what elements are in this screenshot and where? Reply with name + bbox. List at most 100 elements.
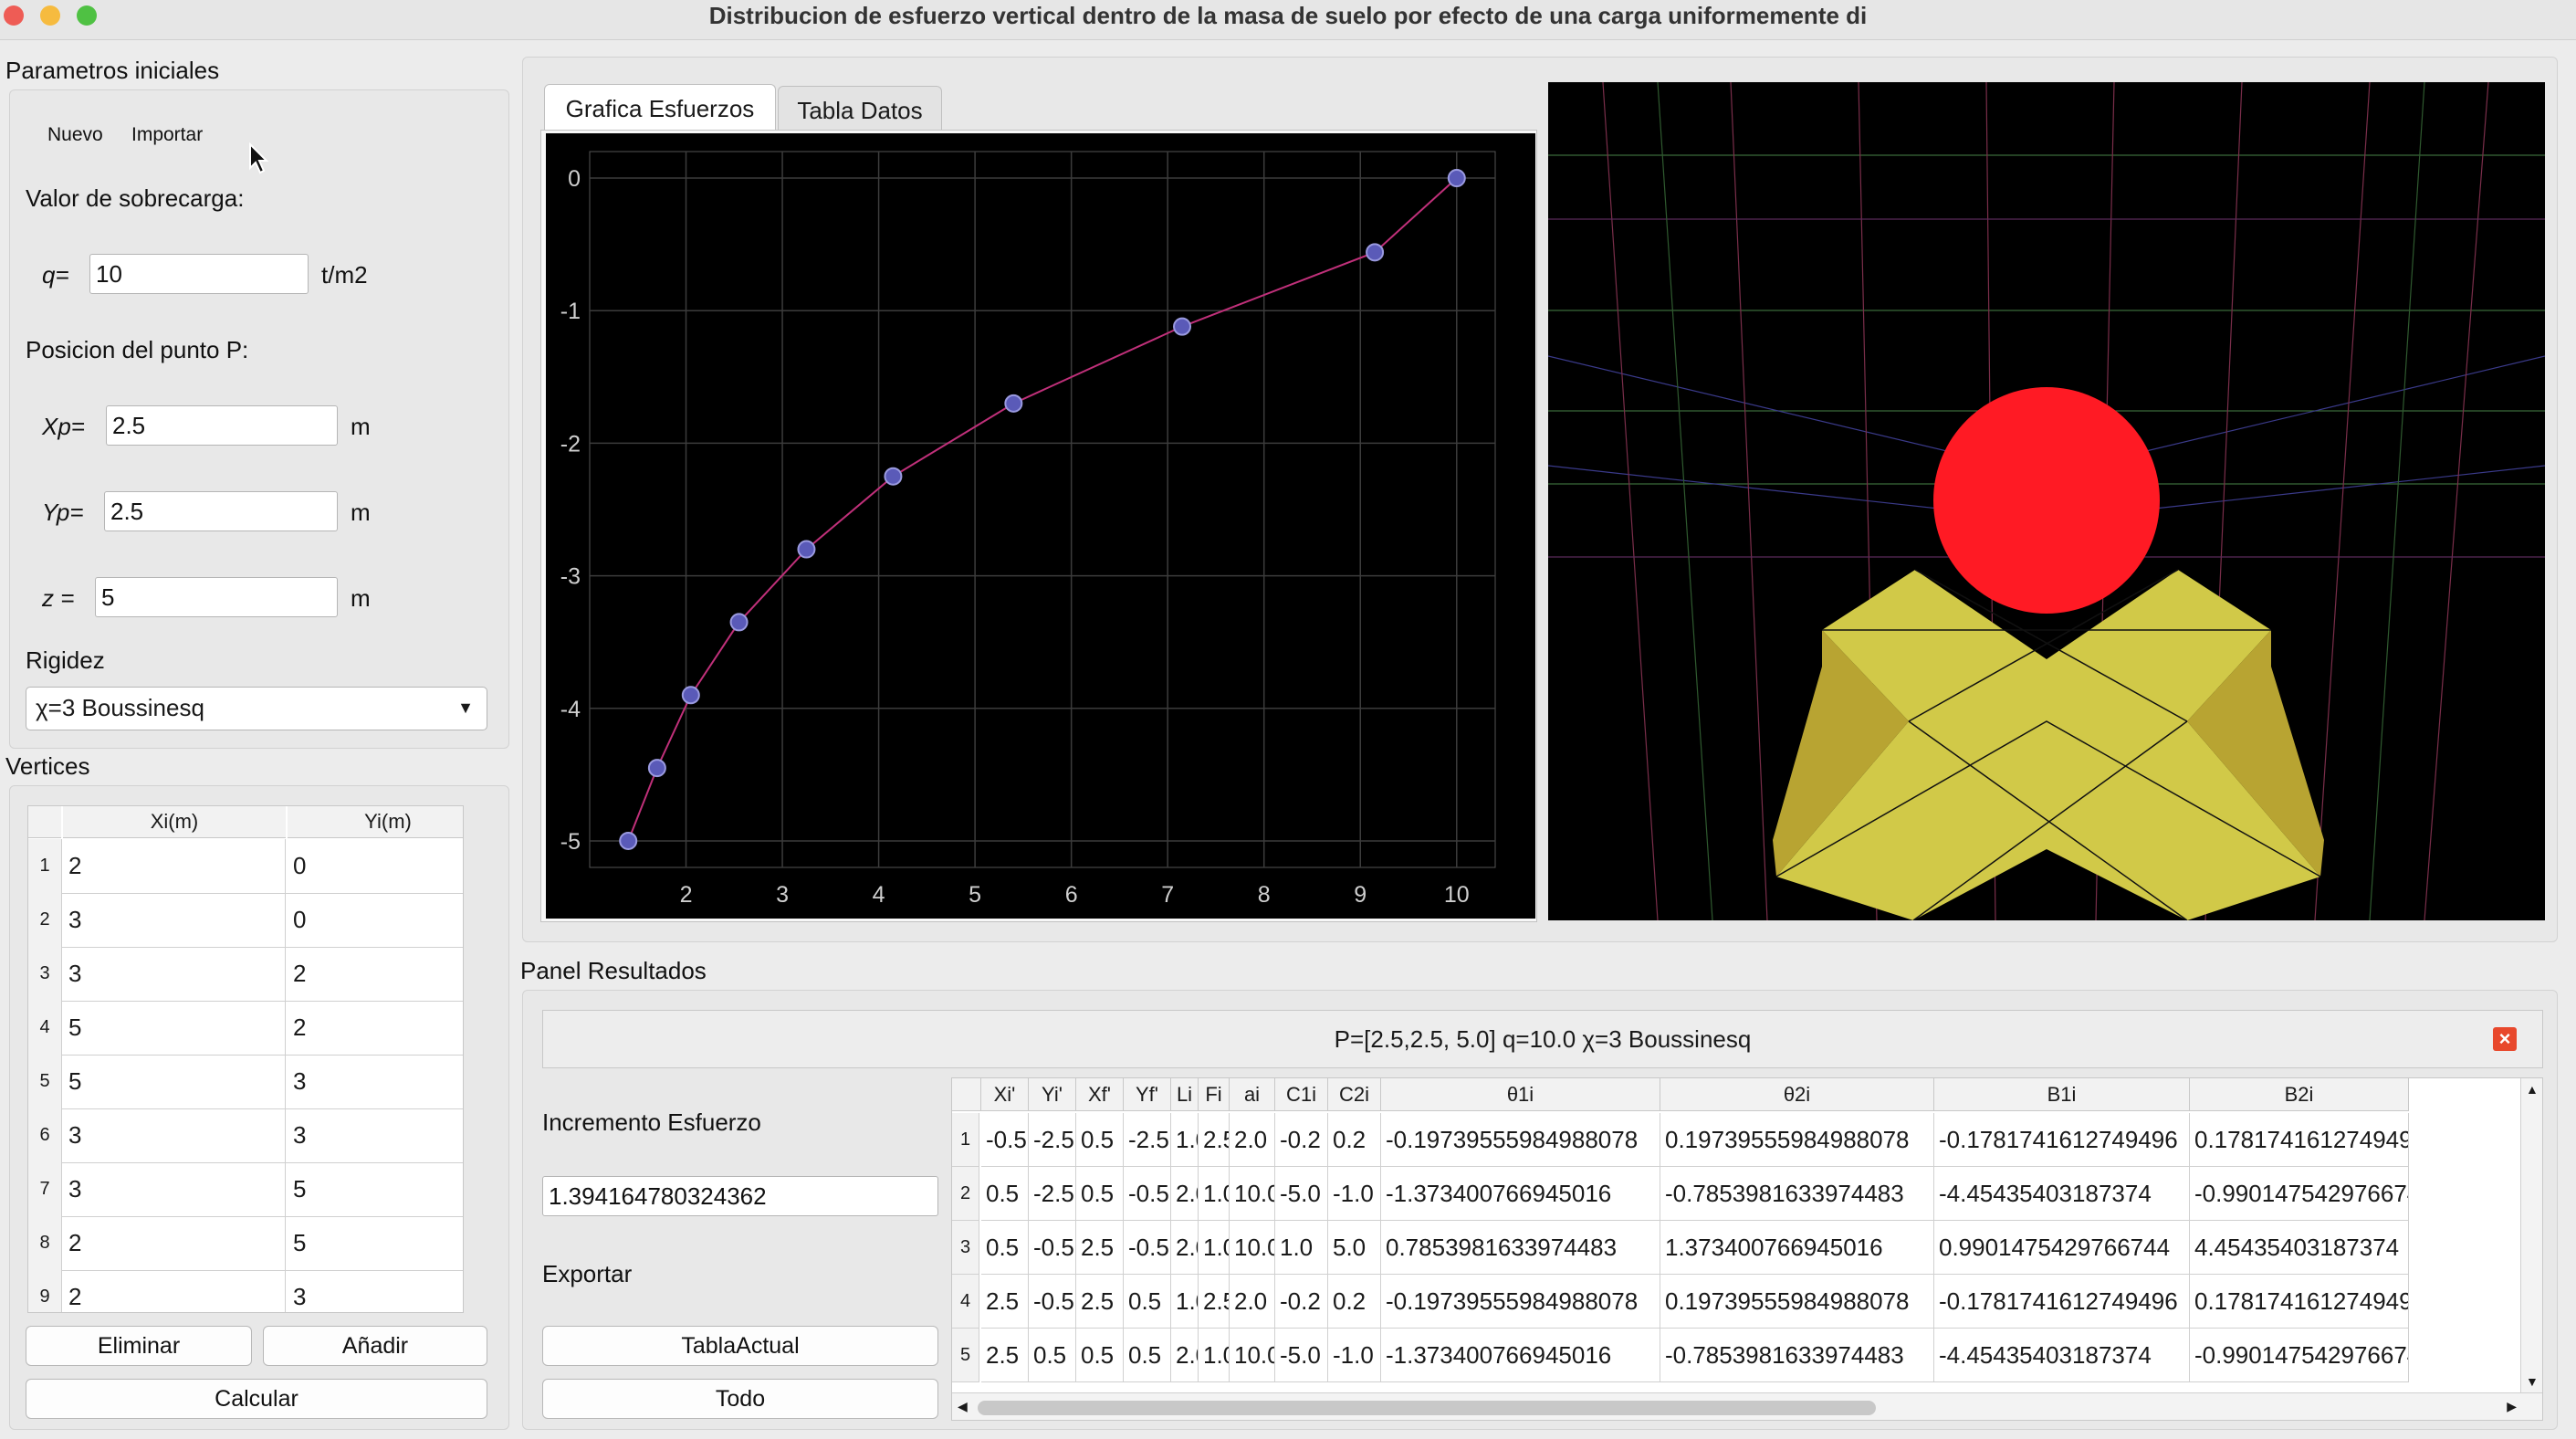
new-button[interactable]: Nuevo <box>47 124 103 145</box>
close-icon[interactable]: × <box>2493 1027 2517 1051</box>
table-cell[interactable]: -2.5 <box>1029 1167 1076 1221</box>
table-cell[interactable]: -4.45435403187374 <box>1934 1329 2190 1382</box>
table-cell[interactable]: 10.0 <box>1230 1167 1275 1221</box>
table-cell[interactable]: -1.373400766945016 <box>1381 1167 1660 1221</box>
table-cell[interactable]: -0.5 <box>1124 1221 1171 1275</box>
table-cell[interactable]: 1.0 <box>1171 1275 1199 1329</box>
table-cell[interactable]: 10.0 <box>1230 1221 1275 1275</box>
cell-xi[interactable]: 3 <box>63 1108 286 1162</box>
cell-xi[interactable]: 3 <box>63 893 286 947</box>
cell-yi[interactable]: 5 <box>293 1175 307 1203</box>
cell-xi[interactable]: 3 <box>63 947 286 1001</box>
table-cell[interactable]: 0.1781741612749496 <box>2190 1113 2409 1167</box>
close-window-button[interactable] <box>4 5 24 26</box>
cell-yi[interactable]: 2 <box>293 960 307 987</box>
table-cell[interactable]: 0.2 <box>1328 1113 1381 1167</box>
table-cell[interactable]: -1.0 <box>1328 1329 1381 1382</box>
table-cell[interactable]: -0.7853981633974483 <box>1660 1329 1934 1382</box>
column-header[interactable]: ai <box>1230 1078 1275 1111</box>
table-cell[interactable]: 0.5 <box>1124 1275 1171 1329</box>
column-header[interactable]: Li <box>1171 1078 1199 1111</box>
table-cell[interactable]: -5.0 <box>1275 1167 1328 1221</box>
table-cell[interactable]: -0.19739555984988078 <box>1381 1275 1660 1329</box>
increment-output[interactable] <box>542 1176 938 1216</box>
tab-tabla-datos[interactable]: Tabla Datos <box>778 86 942 135</box>
add-vertex-button[interactable]: Añadir <box>263 1326 487 1366</box>
table-cell[interactable]: -0.1781741612749496 <box>1934 1113 2190 1167</box>
q-input[interactable] <box>89 254 309 294</box>
table-cell[interactable]: -0.5 <box>981 1113 1029 1167</box>
table-cell[interactable]: 10.0 <box>1230 1329 1275 1382</box>
results-table[interactable]: Xi' Yi' Xf' Yf' Li Fi ai C1i C2i θ1i θ2i B1i B2i 1 -0.… <box>951 1077 2543 1421</box>
results-horizontal-scrollbar[interactable]: ◀ ▶ <box>952 1392 2542 1420</box>
column-header-xi[interactable]: Xi(m) <box>63 806 286 838</box>
table-cell[interactable]: -0.9901475429766744 <box>2190 1329 2409 1382</box>
table-cell[interactable]: -0.1781741612749496 <box>1934 1275 2190 1329</box>
cell-xi[interactable]: 2 <box>63 839 286 893</box>
table-cell[interactable]: 1.373400766945016 <box>1660 1221 1934 1275</box>
table-cell[interactable]: -4.45435403187374 <box>1934 1167 2190 1221</box>
table-cell[interactable]: 0.5 <box>1076 1329 1124 1382</box>
minimize-window-button[interactable] <box>40 5 60 26</box>
cell-xi[interactable]: 3 <box>63 1162 286 1216</box>
scroll-thumb[interactable] <box>978 1401 1876 1415</box>
table-cell[interactable]: 2.5 <box>981 1275 1029 1329</box>
cell-yi[interactable]: 3 <box>293 1121 307 1149</box>
scroll-left-icon[interactable]: ◀ <box>958 1399 968 1413</box>
table-cell[interactable]: 0.19739555984988078 <box>1660 1275 1934 1329</box>
import-button[interactable]: Importar <box>131 124 204 145</box>
column-header[interactable]: Xi' <box>981 1078 1029 1111</box>
table-cell[interactable]: 2.5 <box>1076 1221 1124 1275</box>
table-cell[interactable]: 1.0 <box>1199 1221 1230 1275</box>
cell-xi[interactable]: 2 <box>63 1216 286 1270</box>
table-cell[interactable]: 0.2 <box>1328 1275 1381 1329</box>
table-cell[interactable]: 2.0 <box>1230 1113 1275 1167</box>
table-cell[interactable]: 0.7853981633974483 <box>1381 1221 1660 1275</box>
table-cell[interactable]: 2.5 <box>1199 1113 1230 1167</box>
stress-chart[interactable]: 2 3 4 5 6 7 8 9 10 0 -1 -2 -3 -4 -5 <box>546 133 1535 919</box>
table-cell[interactable]: -0.9901475429766744 <box>2190 1167 2409 1221</box>
column-header[interactable]: B1i <box>1934 1078 2190 1111</box>
cell-yi[interactable]: 0 <box>293 906 307 933</box>
column-header[interactable]: θ1i <box>1381 1078 1660 1111</box>
table-cell[interactable]: 0.5 <box>1124 1329 1171 1382</box>
rigidity-select[interactable]: χ=3 Boussinesq ▼ <box>26 687 487 730</box>
table-cell[interactable]: 5.0 <box>1328 1221 1381 1275</box>
table-cell[interactable]: 2.0 <box>1230 1275 1275 1329</box>
column-header[interactable]: B2i <box>2190 1078 2409 1111</box>
table-cell[interactable]: 4.45435403187374 <box>2190 1221 2409 1275</box>
column-header[interactable]: θ2i <box>1660 1078 1934 1111</box>
column-header[interactable]: Fi <box>1199 1078 1230 1111</box>
table-cell[interactable]: 1.0 <box>1199 1329 1230 1382</box>
table-cell[interactable]: 0.9901475429766744 <box>1934 1221 2190 1275</box>
table-cell[interactable]: 0.5 <box>1076 1113 1124 1167</box>
column-header[interactable]: C2i <box>1328 1078 1381 1111</box>
column-header[interactable]: Xf' <box>1076 1078 1124 1111</box>
3d-viewport[interactable] <box>1548 82 2545 920</box>
table-cell[interactable]: -5.0 <box>1275 1329 1328 1382</box>
table-cell[interactable]: 0.5 <box>981 1221 1029 1275</box>
cell-yi[interactable]: 0 <box>293 852 307 879</box>
yp-input[interactable] <box>104 491 338 531</box>
column-header-yi[interactable]: Yi(m) <box>288 806 463 838</box>
scroll-right-icon[interactable]: ▶ <box>2507 1399 2517 1413</box>
table-cell[interactable]: -0.5 <box>1124 1167 1171 1221</box>
table-cell[interactable]: -0.5 <box>1029 1275 1076 1329</box>
table-cell[interactable]: 0.19739555984988078 <box>1660 1113 1934 1167</box>
export-all-button[interactable]: Todo <box>542 1379 938 1419</box>
table-cell[interactable]: 0.5 <box>981 1167 1029 1221</box>
table-cell[interactable]: 2.5 <box>1199 1275 1230 1329</box>
cell-yi[interactable]: 3 <box>293 1283 307 1310</box>
cell-xi[interactable]: 2 <box>63 1270 286 1312</box>
export-current-button[interactable]: TablaActual <box>542 1326 938 1366</box>
cell-xi[interactable]: 5 <box>63 1055 286 1108</box>
table-cell[interactable]: -2.5 <box>1029 1113 1076 1167</box>
table-cell[interactable]: -0.2 <box>1275 1275 1328 1329</box>
